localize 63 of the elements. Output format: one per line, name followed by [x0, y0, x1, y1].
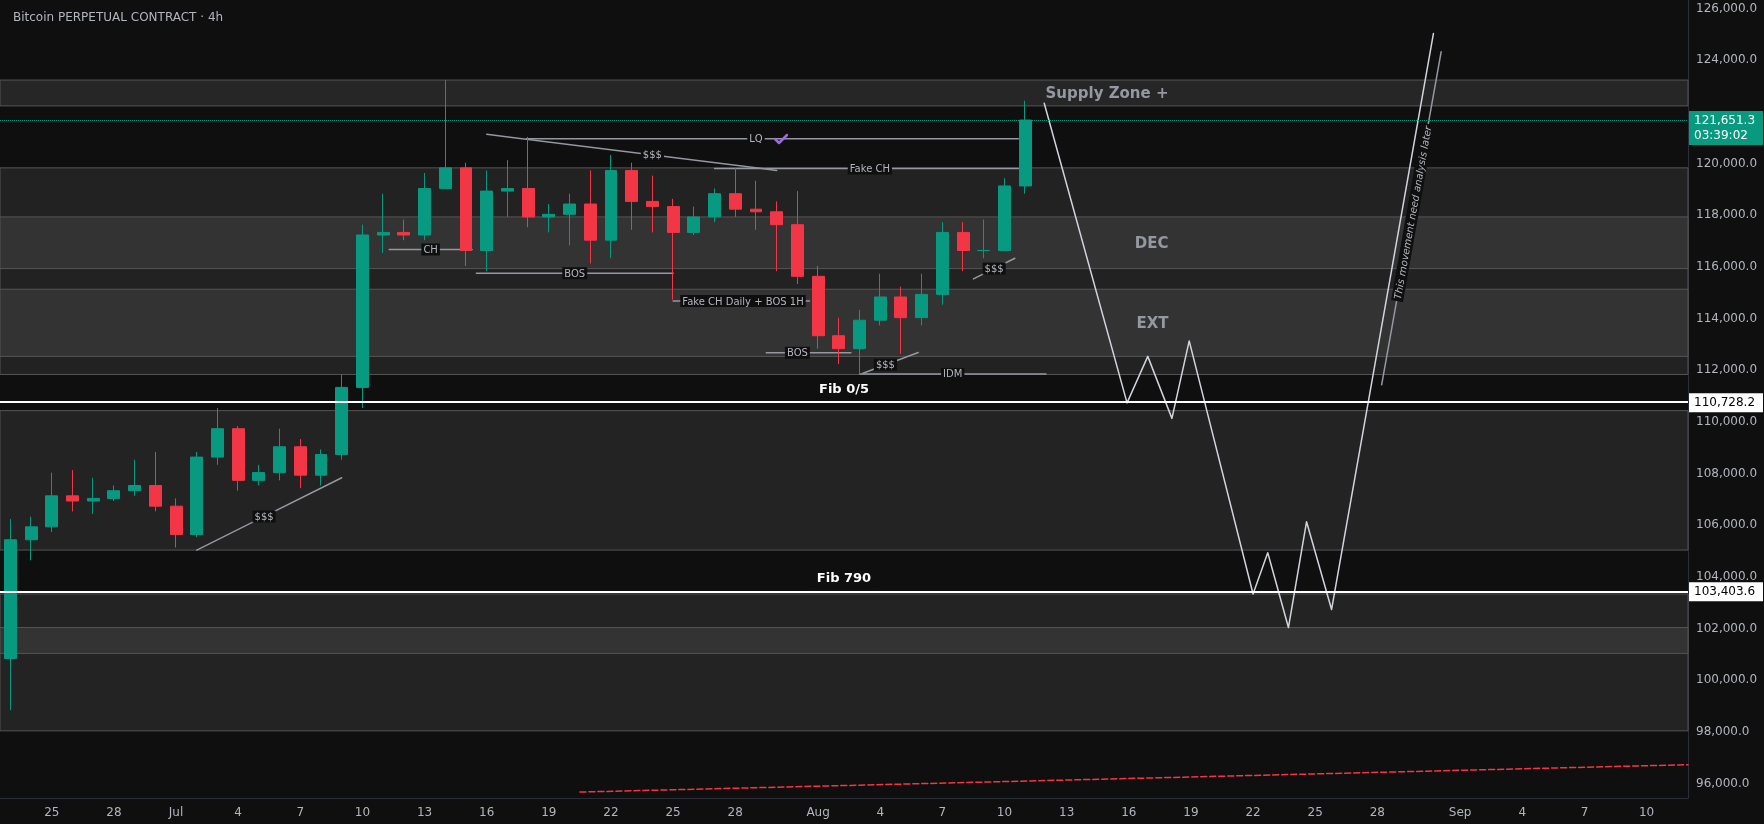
annotation: LQ [749, 133, 763, 145]
annotation: Fake CH [849, 162, 891, 174]
annotation: Fake CH Daily + BOS 1H [682, 295, 804, 307]
y-tick-label: 124,000.0 [1696, 52, 1758, 67]
x-tick-label: 13 [1059, 805, 1075, 819]
y-tick-label: 118,000.0 [1696, 207, 1758, 222]
x-tick-label: 19 [1183, 805, 1199, 819]
x-tick-label: 19 [541, 805, 557, 819]
x-tick-label: 13 [416, 805, 433, 819]
y-tick-label: 126,000.0 [1696, 0, 1758, 15]
x-tick-label: 7 [1580, 805, 1589, 819]
text: Bitcoin PERPETUAL CONTRACT · 4h [13, 10, 224, 24]
y-tick-label: 102,000.0 [1696, 620, 1758, 635]
band-label: EXT [1136, 313, 1170, 332]
annotation: BOS [564, 267, 586, 279]
x-tick-label: 16 [479, 805, 495, 819]
annotation: $$$ [642, 149, 662, 161]
x-tick-label: 10 [354, 805, 371, 819]
y-tick-label: 120,000.0 [1696, 155, 1758, 170]
ref-line-label: Fib 790 [816, 570, 872, 586]
x-tick-label: 28 [727, 805, 743, 819]
x-tick-label: 25 [1307, 805, 1323, 819]
x-tick-label: 4 [234, 805, 242, 819]
annotation: $$$ [875, 359, 895, 371]
text: 103,403.6 [1694, 584, 1756, 599]
band-label: Supply Zone + [1045, 83, 1169, 102]
annotation: $$$ [984, 263, 1004, 275]
band-label: DEC [1134, 233, 1169, 252]
y-tick-label: 112,000.0 [1696, 362, 1758, 377]
annotation: This movement need analysis later [1392, 124, 1434, 301]
x-tick-label: 10 [1638, 805, 1655, 819]
annotation: CH [423, 243, 438, 255]
x-tick-label: 25 [665, 805, 681, 819]
y-tick-label: 98,000.0 [1696, 723, 1750, 738]
ref-line-label: Fib 0/5 [818, 381, 870, 397]
x-tick-label: 4 [1518, 805, 1527, 819]
x-tick-label: 7 [296, 805, 305, 819]
y-tick-label: 106,000.0 [1696, 517, 1758, 532]
y-tick-label: 104,000.0 [1696, 568, 1758, 583]
y-tick-label: 108,000.0 [1696, 465, 1758, 480]
x-tick-label: 28 [1369, 805, 1385, 819]
annotation: BOS [786, 347, 808, 359]
y-tick-label: 96,000.0 [1696, 775, 1750, 790]
x-tick-label: 10 [996, 805, 1013, 819]
x-tick-label: 16 [1121, 805, 1137, 819]
x-tick-label: 22 [603, 805, 619, 819]
x-tick-label: 28 [106, 805, 122, 819]
x-tick-label: Aug [806, 805, 830, 819]
text: 121,651.3 [1694, 113, 1756, 128]
x-tick-label: 22 [1245, 805, 1261, 819]
annotation: $$$ [254, 511, 274, 522]
y-tick-label: 100,000.0 [1696, 672, 1758, 687]
x-tick-label: 4 [876, 805, 885, 819]
text: 110,728.2 [1694, 395, 1756, 410]
x-tick-label: Jul [167, 805, 184, 819]
y-tick-label: 110,000.0 [1696, 413, 1758, 428]
y-tick-label: 114,000.0 [1696, 310, 1758, 325]
x-tick-label: 25 [44, 805, 60, 819]
x-tick-label: 7 [938, 805, 947, 819]
annotation: IDM [943, 368, 963, 380]
x-tick-label: Sep [1448, 805, 1472, 819]
y-tick-label: 116,000.0 [1696, 259, 1758, 273]
text: 03:39:02 [1694, 128, 1748, 143]
